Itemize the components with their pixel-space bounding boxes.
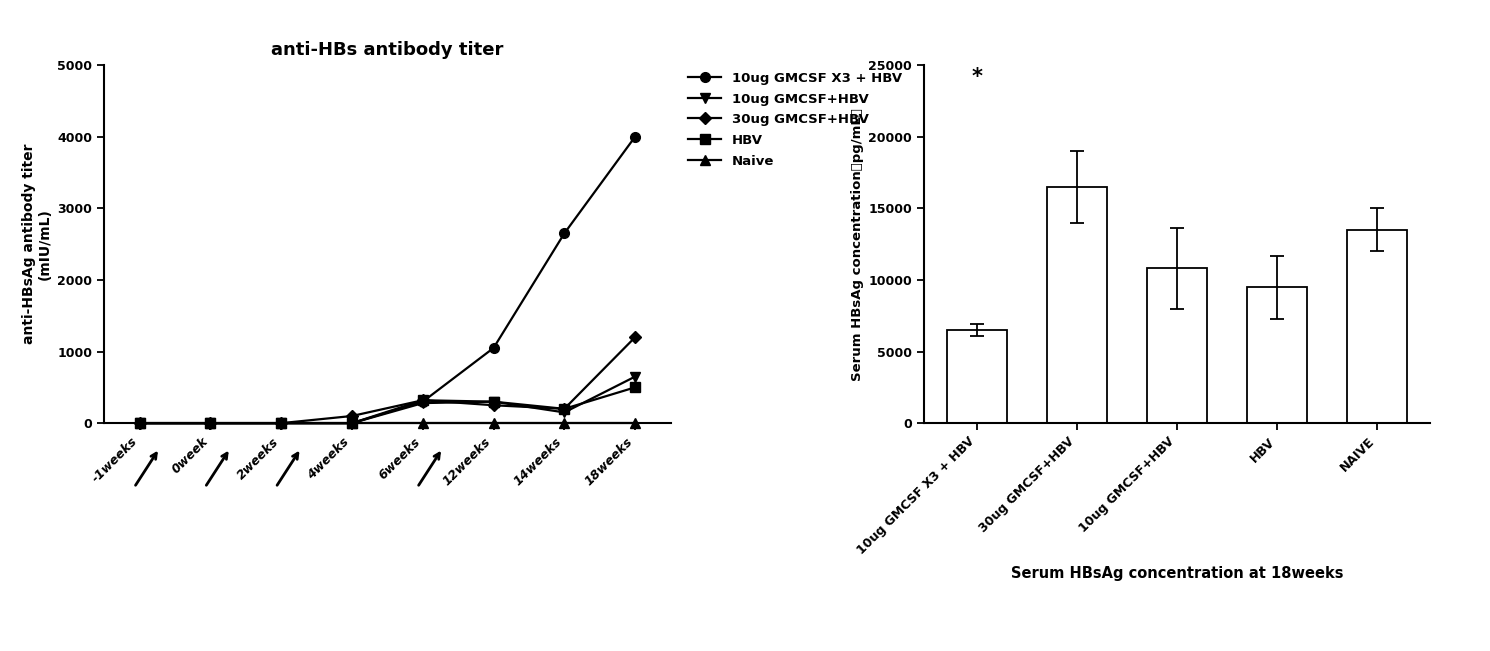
HBV xyxy=(626,383,644,391)
10ug GMCSF+HBV xyxy=(343,419,361,427)
HBV xyxy=(343,419,361,427)
Bar xyxy=(1147,268,1207,423)
30ug GMCSF+HBV xyxy=(414,396,432,404)
Bar xyxy=(946,330,1007,423)
Line: 10ug GMCSF+HBV: 10ug GMCSF+HBV xyxy=(134,372,641,428)
Bar xyxy=(1347,230,1408,423)
Naive xyxy=(343,419,361,427)
Naive xyxy=(626,419,644,427)
30ug GMCSF+HBV xyxy=(556,405,574,413)
30ug GMCSF+HBV xyxy=(201,419,219,427)
Line: 30ug GMCSF+HBV: 30ug GMCSF+HBV xyxy=(136,333,639,427)
30ug GMCSF+HBV xyxy=(343,412,361,420)
Title: anti-HBs antibody titer: anti-HBs antibody titer xyxy=(271,42,504,59)
Naive xyxy=(556,419,574,427)
10ug GMCSF+HBV xyxy=(201,419,219,427)
Line: Naive: Naive xyxy=(134,419,641,428)
Bar xyxy=(1047,187,1107,423)
Naive xyxy=(414,419,432,427)
Legend: 10ug GMCSF X3 + HBV, 10ug GMCSF+HBV, 30ug GMCSF+HBV, HBV, Naive: 10ug GMCSF X3 + HBV, 10ug GMCSF+HBV, 30u… xyxy=(688,72,901,168)
10ug GMCSF+HBV xyxy=(273,419,291,427)
Naive xyxy=(273,419,291,427)
10ug GMCSF+HBV xyxy=(556,409,574,417)
HBV xyxy=(414,396,432,404)
10ug GMCSF X3 + HBV xyxy=(201,419,219,427)
10ug GMCSF+HBV xyxy=(484,398,502,406)
Naive xyxy=(484,419,502,427)
30ug GMCSF+HBV xyxy=(131,419,149,427)
10ug GMCSF X3 + HBV xyxy=(484,344,502,352)
30ug GMCSF+HBV xyxy=(273,419,291,427)
Text: *: * xyxy=(971,66,982,87)
HBV xyxy=(556,405,574,413)
Y-axis label: Serum HBsAg concentration（pg/mL）: Serum HBsAg concentration（pg/mL） xyxy=(851,107,864,381)
10ug GMCSF+HBV xyxy=(414,399,432,407)
X-axis label: Serum HBsAg concentration at 18weeks: Serum HBsAg concentration at 18weeks xyxy=(1010,566,1344,581)
10ug GMCSF X3 + HBV xyxy=(273,419,291,427)
Line: 10ug GMCSF X3 + HBV: 10ug GMCSF X3 + HBV xyxy=(134,132,641,428)
10ug GMCSF X3 + HBV xyxy=(131,419,149,427)
10ug GMCSF+HBV xyxy=(131,419,149,427)
Naive xyxy=(131,419,149,427)
10ug GMCSF X3 + HBV xyxy=(414,398,432,406)
HBV xyxy=(201,419,219,427)
30ug GMCSF+HBV xyxy=(626,333,644,341)
HBV xyxy=(484,398,502,406)
HBV xyxy=(131,419,149,427)
30ug GMCSF+HBV xyxy=(484,401,502,409)
Line: HBV: HBV xyxy=(134,383,641,428)
10ug GMCSF X3 + HBV xyxy=(556,230,574,238)
Y-axis label: anti-HBsAg antibody titer
(mIU/mL): anti-HBsAg antibody titer (mIU/mL) xyxy=(22,144,52,344)
10ug GMCSF X3 + HBV xyxy=(343,419,361,427)
Naive xyxy=(201,419,219,427)
HBV xyxy=(273,419,291,427)
10ug GMCSF+HBV xyxy=(626,372,644,380)
Bar xyxy=(1247,287,1307,423)
10ug GMCSF X3 + HBV xyxy=(626,133,644,141)
